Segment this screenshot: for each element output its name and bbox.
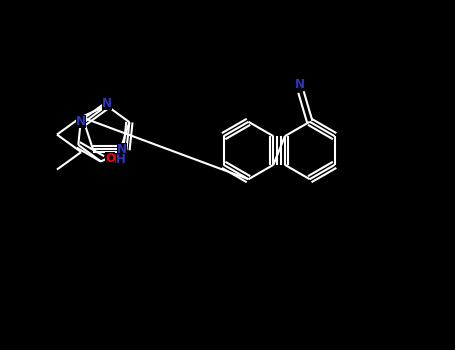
Text: N: N [117,143,127,156]
Text: O: O [105,152,115,166]
Text: NH: NH [107,153,127,166]
Text: N: N [295,78,305,91]
Text: N: N [76,115,86,128]
Text: N: N [102,97,112,111]
